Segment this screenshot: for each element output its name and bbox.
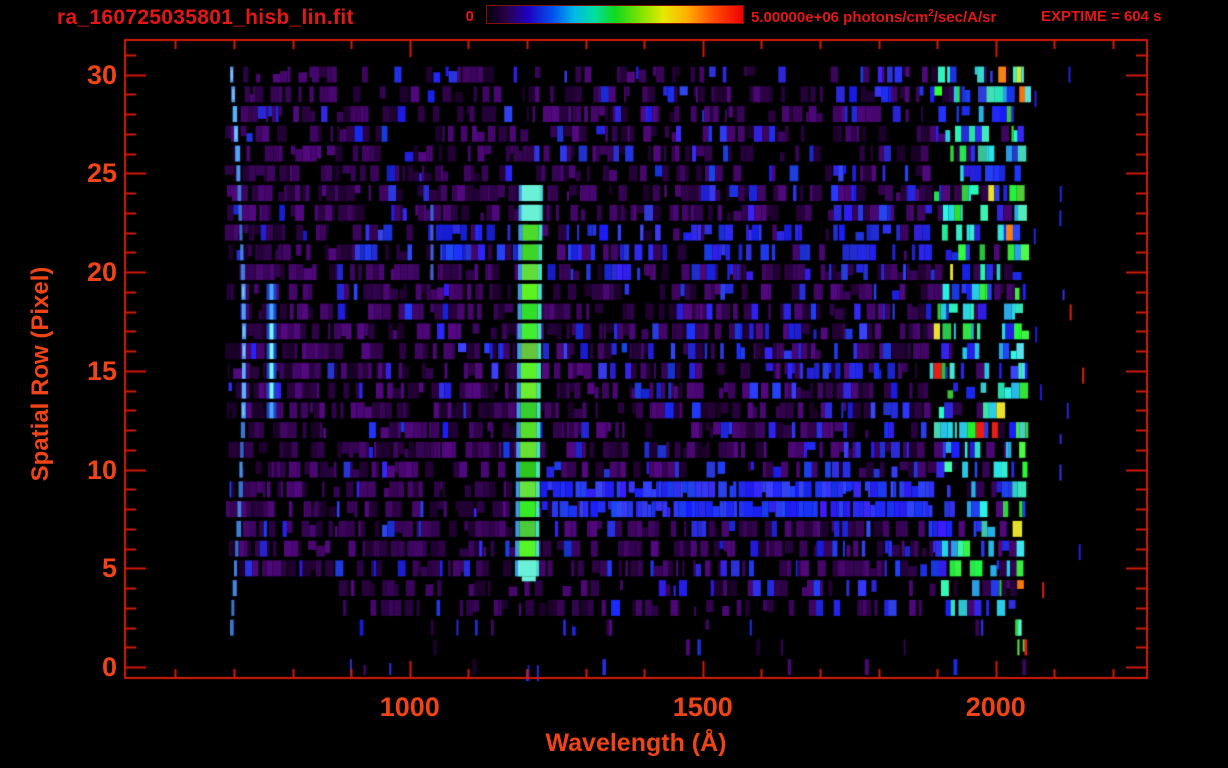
file-name-title: ra_160725035801_hisb_lin.fit	[57, 6, 354, 29]
colorbar-max-label: 5.00000e+06 photons/cm2/sec/A/sr	[751, 8, 996, 26]
y-tick-label: 5	[101, 553, 117, 584]
y-tick-label: 0	[101, 652, 117, 683]
colorbar-units-post: /sec/A/sr	[933, 9, 997, 26]
y-tick-label: 10	[86, 454, 117, 485]
x-tick-label: 2000	[965, 692, 1026, 722]
exposure-time-label: EXPTIME = 604 s	[1041, 8, 1162, 25]
colorbar-min-label: 0	[465, 8, 474, 25]
y-tick-label: 25	[86, 158, 117, 189]
y-tick-label: 20	[86, 257, 117, 288]
y-axis-title: Spatial Row (Pixel)	[27, 266, 54, 482]
colorbar-gradient	[486, 5, 744, 24]
x-tick-label: 1000	[379, 692, 440, 722]
x-tick-label: 1500	[672, 692, 733, 722]
y-tick-label: 30	[86, 59, 117, 90]
x-axis-title: Wavelength (Å)	[545, 729, 727, 757]
colorbar-max-value: 5.00000e+06	[751, 9, 840, 26]
colorbar-units-sup: 2	[928, 8, 934, 19]
y-tick-label: 15	[86, 355, 117, 386]
colorbar-units-pre: photons/cm	[839, 9, 929, 26]
